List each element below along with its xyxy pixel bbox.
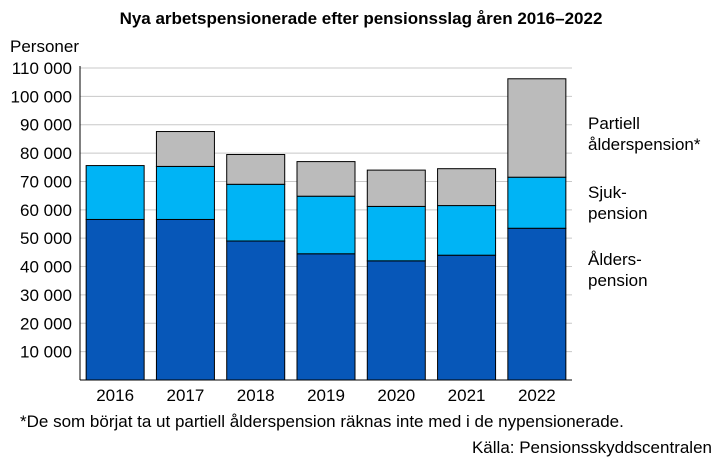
legend-oldage-line-1: Ålders- — [588, 250, 642, 269]
bar-segment — [85, 165, 145, 220]
y-tick-label: 50 000 — [20, 229, 72, 248]
bar-segment — [507, 176, 567, 229]
bar-segment — [437, 254, 497, 381]
bar-segment — [296, 161, 356, 197]
bar-segment — [226, 183, 286, 242]
bar-segment — [155, 131, 215, 167]
y-tick-label: 60 000 — [20, 201, 72, 220]
y-tick-label: 30 000 — [20, 286, 72, 305]
x-tick-label: 2017 — [167, 386, 205, 405]
y-tick-label: 80 000 — [20, 144, 72, 163]
bar-segment — [437, 168, 497, 207]
source: Källa: Pensionsskyddscentralen — [471, 438, 712, 457]
legend-disability-line-1: Sjuk- — [588, 183, 627, 202]
bar-segment — [366, 260, 426, 381]
y-tick-label: 110 000 — [12, 59, 72, 78]
bar-segment — [507, 227, 567, 381]
bar-segment — [155, 218, 215, 381]
x-tick-label: 2022 — [518, 386, 556, 405]
y-tick-label: 10 000 — [20, 343, 72, 362]
y-tick-label: 40 000 — [20, 258, 72, 277]
x-tick-label: 2021 — [448, 386, 486, 405]
y-tick-label: 70 000 — [20, 172, 72, 191]
legend-oldage: Ålders- pension — [588, 249, 648, 291]
x-tick-label: 2016 — [96, 386, 134, 405]
chart-title: Nya arbetspensionerade efter pensionssla… — [119, 9, 603, 28]
legend-disability-line-2: pension — [588, 204, 648, 223]
bar-segment — [85, 218, 145, 381]
legend-oldage-line-2: pension — [588, 271, 648, 290]
bar-segment — [226, 154, 286, 185]
legend-disability: Sjuk- pension — [588, 182, 648, 224]
y-tick-label: 90 000 — [20, 116, 72, 135]
bar-segment — [226, 240, 286, 381]
legend-partial-line-2: ålderspension* — [588, 135, 701, 154]
x-tick-label: 2019 — [307, 386, 345, 405]
legend-partial: Partiell ålderspension* — [588, 113, 700, 155]
y-tick-label: 20 000 — [20, 314, 72, 333]
bar-segment — [296, 195, 356, 255]
bar-segment — [366, 205, 426, 262]
bar-segment — [155, 165, 215, 220]
y-tick-label: 100 000 — [11, 87, 72, 106]
legend-partial-line-1: Partiell — [588, 114, 640, 133]
bar-segment — [437, 205, 497, 256]
x-tick-label: 2020 — [377, 386, 415, 405]
x-tick-label: 2018 — [237, 386, 275, 405]
footnote: *De som börjat ta ut partiell ålderspens… — [20, 412, 624, 431]
bar-segment — [507, 78, 567, 178]
bar-segment — [296, 253, 356, 381]
bar-segment — [366, 169, 426, 207]
y-axis-label: Personer — [10, 37, 79, 56]
